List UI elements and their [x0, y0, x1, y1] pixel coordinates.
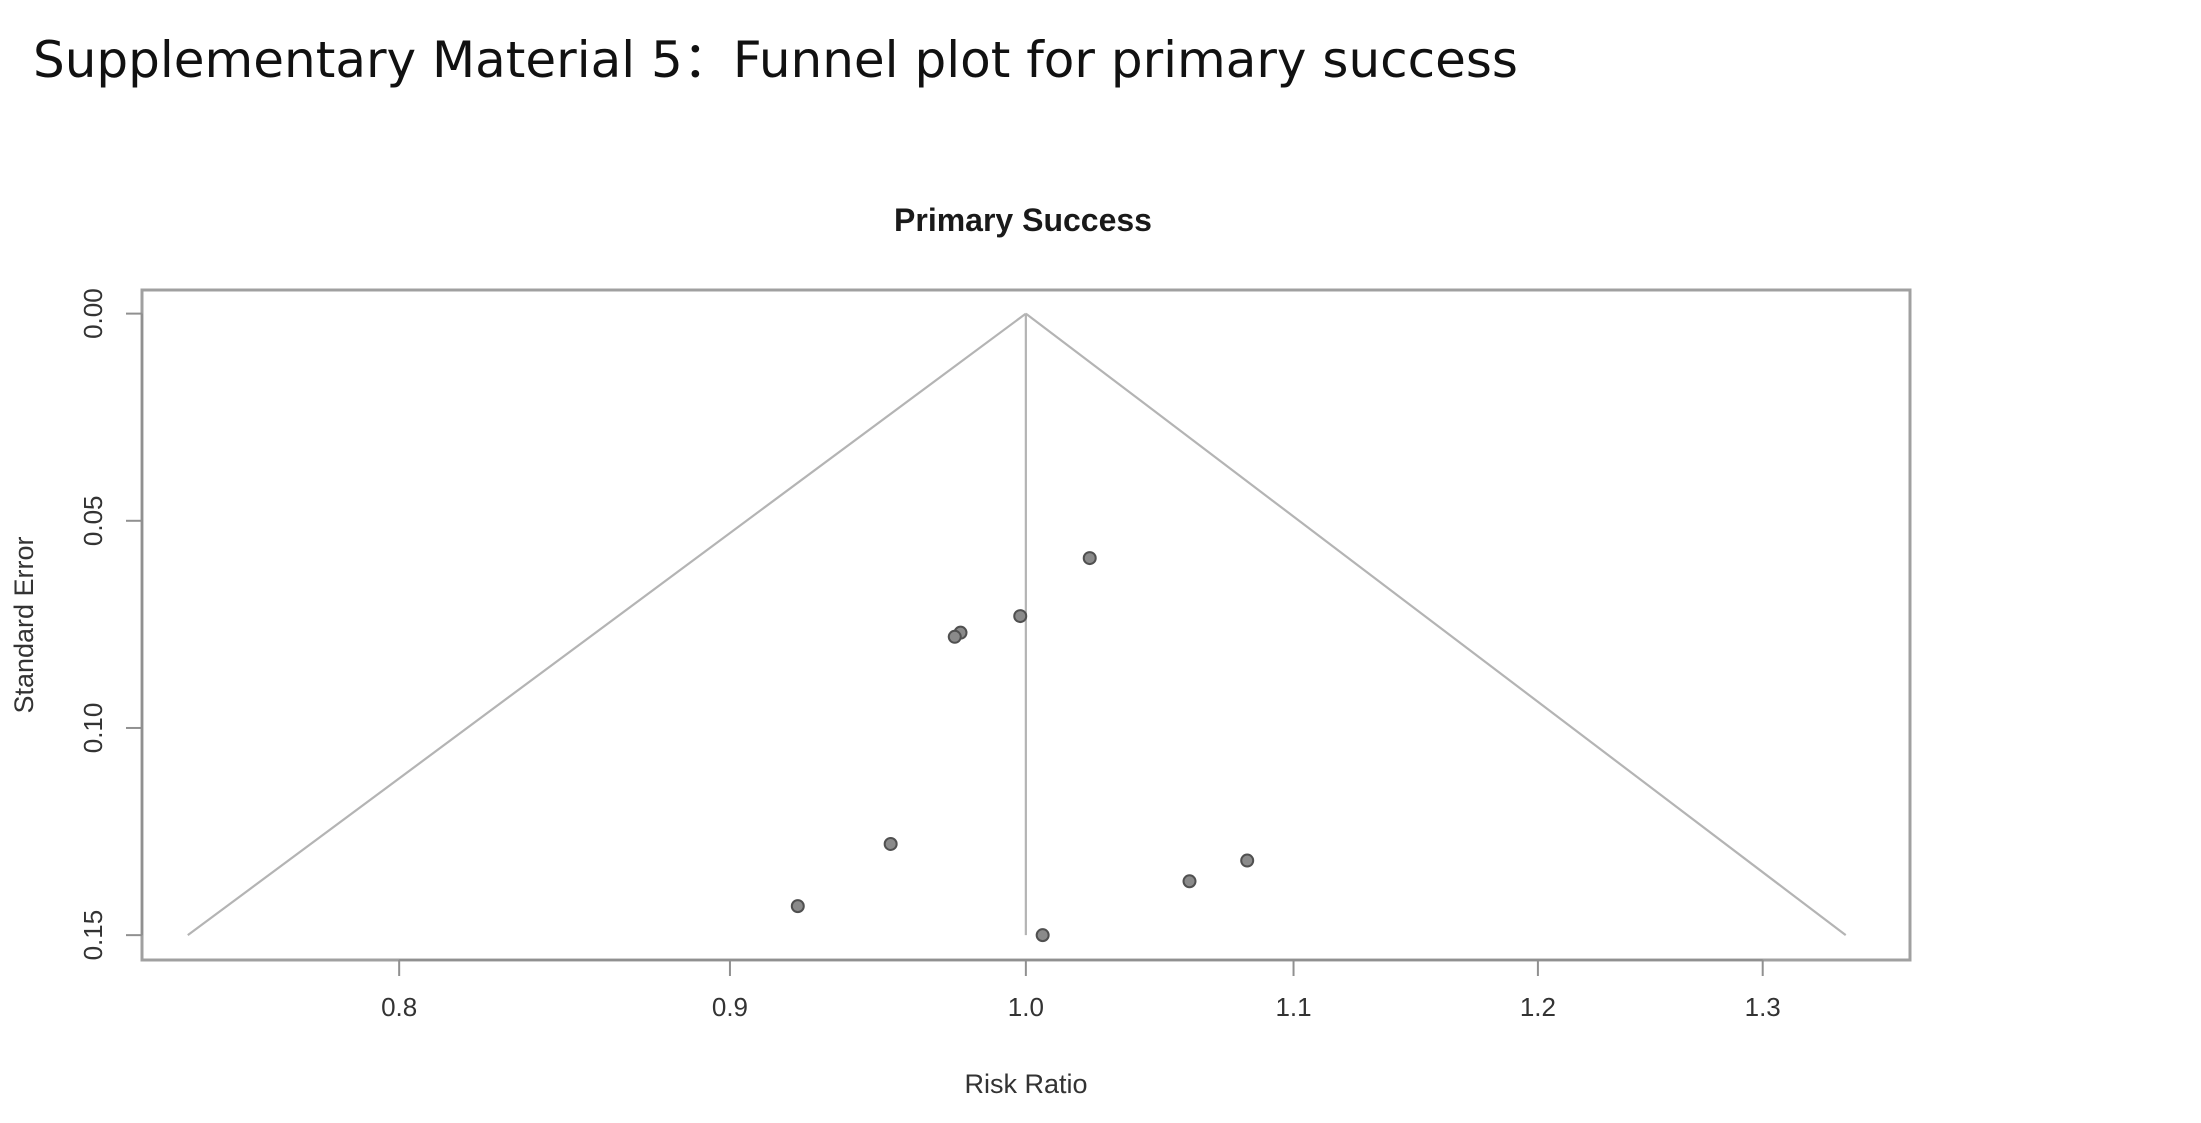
y-tick-label: 0.10: [78, 703, 108, 754]
data-point: [1082, 551, 1097, 566]
y-tick-label: 0.15: [78, 910, 108, 961]
data-point: [947, 629, 962, 644]
funnel-lines: [187, 312, 1847, 937]
x-tick-label: 1.1: [1275, 992, 1311, 1022]
y-tick-label: 0.00: [78, 288, 108, 339]
x-tick-label: 0.8: [381, 992, 417, 1022]
page-heading: Supplementary Material 5：Funnel plot for…: [33, 31, 1518, 89]
data-point: [790, 899, 805, 914]
y-tick-label: 0.05: [78, 495, 108, 546]
data-point: [1182, 874, 1197, 889]
funnel-right-line: [1025, 312, 1847, 937]
data-point: [1013, 609, 1028, 624]
y-axis: 0.00 0.05 0.10 0.15: [78, 288, 143, 961]
x-axis-label: Risk Ratio: [964, 1069, 1087, 1099]
funnel-left-line: [187, 312, 1027, 937]
x-tick-label: 1.0: [1008, 992, 1044, 1022]
x-tick-label: 1.2: [1520, 992, 1556, 1022]
data-point: [883, 836, 898, 851]
data-point: [1035, 928, 1050, 943]
data-points: [790, 551, 1255, 943]
x-tick-label: 0.9: [712, 992, 748, 1022]
x-tick-label: 1.3: [1745, 992, 1781, 1022]
y-axis-label: Standard Error: [9, 536, 39, 713]
plot-title: Primary Success: [894, 202, 1152, 238]
x-axis: 0.8 0.9 1.0 1.1 1.2 1.3: [381, 959, 1781, 1022]
data-point: [1240, 853, 1255, 868]
